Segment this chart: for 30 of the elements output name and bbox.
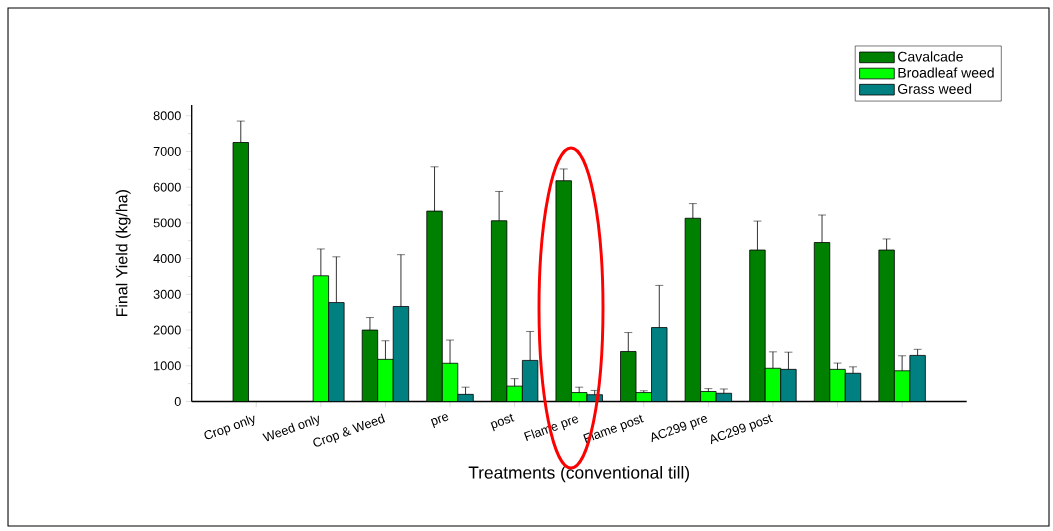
bar [813,242,831,402]
x-tick-label: AC299 post [710,414,774,445]
bar [749,249,766,402]
bar [829,368,846,402]
legend-label: Cavalcade [898,51,963,62]
y-tick-label: 4000 [153,254,181,264]
x-tick-label: Crop only [204,415,255,440]
bar [232,142,249,402]
bar [780,368,797,402]
legend-label: Grass weed [898,83,972,94]
legend-label: Broadleaf weed [898,67,994,78]
y-axis-title: Final Yield (kg/ha) [115,190,131,317]
y-tick-label: 7000 [153,146,181,156]
y-tick-label: 6000 [153,182,181,192]
bar [312,275,330,402]
y-tick-label: 2000 [153,325,181,335]
x-axis-title: Treatments (conventional till) [468,465,690,483]
x-tick-label: post [490,413,515,432]
y-tick-label: 1000 [154,361,181,371]
bar [490,220,508,402]
bar [377,358,394,402]
bar [555,180,572,402]
y-tick-label: 3000 [153,289,181,299]
bar [426,210,443,402]
y-tick-label: 5000 [153,218,181,228]
x-tick-label: AC299 pre [651,416,708,443]
bar [684,217,702,402]
y-tick-label: 0 [174,397,181,406]
y-tick-label: 8000 [153,111,181,121]
x-tick-label: pre [430,414,449,429]
